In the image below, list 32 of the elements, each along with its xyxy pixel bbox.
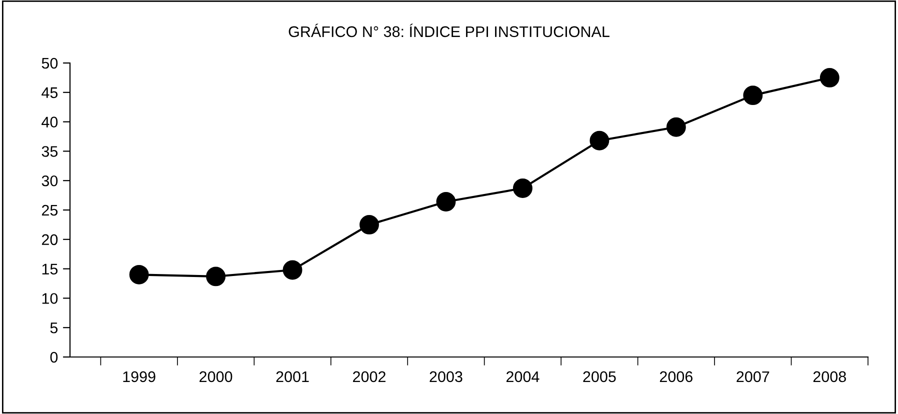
x-tick-label: 2008 (813, 371, 846, 382)
x-tick-label: 2001 (276, 371, 309, 382)
y-tick-label: 0 (50, 352, 58, 363)
x-tick-label: 2005 (583, 371, 616, 382)
x-tick-label: 2006 (660, 371, 692, 382)
x-tick-label: 2004 (506, 371, 540, 382)
point (206, 266, 226, 286)
point (360, 214, 379, 234)
y-tick-label: 45 (42, 87, 58, 98)
y-tick-label: 15 (42, 264, 58, 274)
chart-title: GRÁFICO N° 38: ÍNDICE PPI INSTITUCIONAL (288, 24, 610, 38)
y-tick-label: 35 (42, 146, 58, 157)
point (590, 130, 610, 150)
x-tick-label: 2002 (353, 371, 386, 382)
point (743, 86, 763, 106)
y-tick-label: 30 (42, 175, 58, 186)
point (820, 68, 840, 88)
y-tick-label: 40 (42, 116, 58, 128)
x-tick-label: 2007 (736, 371, 770, 382)
point (436, 192, 456, 212)
point (129, 264, 149, 284)
y-tick-label: 5 (50, 322, 58, 334)
y-tick-label: 25 (42, 204, 58, 216)
y-tick-label: 20 (42, 234, 58, 246)
point (282, 260, 302, 280)
y-tick-label: 10 (42, 293, 58, 304)
point (666, 117, 686, 137)
y-tick-label: 50 (42, 58, 58, 69)
x-tick-label: 2000 (200, 371, 232, 382)
x-tick-label: 1999 (123, 371, 156, 382)
x-tick-label: 2003 (430, 371, 462, 382)
point (512, 178, 532, 198)
